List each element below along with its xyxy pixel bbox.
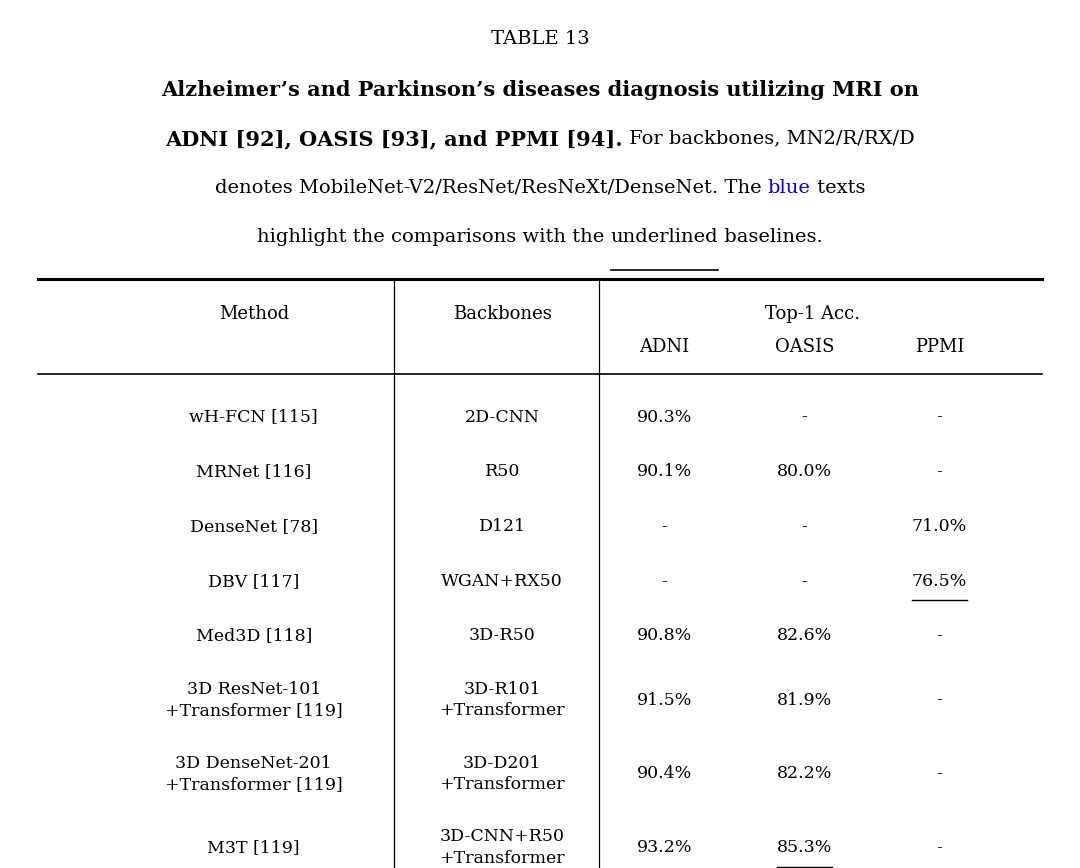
Text: For backbones, MN2/R/RX/D: For backbones, MN2/R/RX/D bbox=[623, 129, 915, 148]
Text: M3T [119]: M3T [119] bbox=[207, 839, 300, 856]
Text: MRNet [116]: MRNet [116] bbox=[197, 464, 311, 480]
Text: Backbones: Backbones bbox=[453, 305, 552, 323]
Text: -: - bbox=[661, 518, 667, 535]
Text: 80.0%: 80.0% bbox=[777, 464, 833, 480]
Text: -: - bbox=[936, 839, 943, 856]
Text: 90.1%: 90.1% bbox=[636, 464, 692, 480]
Text: 82.6%: 82.6% bbox=[777, 628, 833, 644]
Text: 71.0%: 71.0% bbox=[912, 518, 968, 535]
Text: 91.5%: 91.5% bbox=[636, 692, 692, 708]
Text: blue: blue bbox=[768, 179, 811, 197]
Text: 85.3%: 85.3% bbox=[777, 839, 833, 856]
Text: 81.9%: 81.9% bbox=[777, 692, 833, 708]
Text: 2D-CNN: 2D-CNN bbox=[464, 409, 540, 425]
Text: D121: D121 bbox=[478, 518, 526, 535]
Text: OASIS: OASIS bbox=[774, 338, 835, 356]
Text: -: - bbox=[936, 692, 943, 708]
Text: 90.3%: 90.3% bbox=[636, 409, 692, 425]
Text: -: - bbox=[936, 409, 943, 425]
Text: DBV [117]: DBV [117] bbox=[208, 573, 299, 589]
Text: R50: R50 bbox=[485, 464, 519, 480]
Text: wH-FCN [115]: wH-FCN [115] bbox=[189, 409, 319, 425]
Text: 90.8%: 90.8% bbox=[636, 628, 692, 644]
Text: 3D ResNet-101
+Transformer [119]: 3D ResNet-101 +Transformer [119] bbox=[165, 681, 342, 720]
Text: PPMI: PPMI bbox=[915, 338, 964, 356]
Text: TABLE 13: TABLE 13 bbox=[490, 30, 590, 49]
Text: baselines.: baselines. bbox=[718, 228, 823, 247]
Text: underlined: underlined bbox=[610, 228, 718, 247]
Text: 82.2%: 82.2% bbox=[777, 766, 833, 782]
Text: denotes MobileNet-V2/ResNet/ResNeXt/DenseNet. The: denotes MobileNet-V2/ResNet/ResNeXt/Dens… bbox=[215, 179, 768, 197]
Text: DenseNet [78]: DenseNet [78] bbox=[190, 518, 318, 535]
Text: 3D DenseNet-201
+Transformer [119]: 3D DenseNet-201 +Transformer [119] bbox=[165, 754, 342, 793]
Text: ADNI [92], OASIS [93], and PPMI [94].: ADNI [92], OASIS [93], and PPMI [94]. bbox=[165, 129, 623, 149]
Text: Top-1 Acc.: Top-1 Acc. bbox=[765, 305, 861, 323]
Text: 3D-R101
+Transformer: 3D-R101 +Transformer bbox=[440, 681, 565, 720]
Text: highlight the comparisons with the: highlight the comparisons with the bbox=[257, 228, 610, 247]
Text: 3D-R50: 3D-R50 bbox=[469, 628, 536, 644]
Text: 90.4%: 90.4% bbox=[636, 766, 692, 782]
Text: -: - bbox=[936, 766, 943, 782]
Text: 3D-D201
+Transformer: 3D-D201 +Transformer bbox=[440, 754, 565, 793]
Text: Method: Method bbox=[218, 305, 289, 323]
Text: -: - bbox=[801, 573, 808, 589]
Text: texts: texts bbox=[811, 179, 865, 197]
Text: -: - bbox=[936, 628, 943, 644]
Text: -: - bbox=[936, 464, 943, 480]
Text: -: - bbox=[801, 409, 808, 425]
Text: -: - bbox=[801, 518, 808, 535]
Text: Med3D [118]: Med3D [118] bbox=[195, 628, 312, 644]
Text: 93.2%: 93.2% bbox=[636, 839, 692, 856]
Text: Alzheimer’s and Parkinson’s diseases diagnosis utilizing MRI on: Alzheimer’s and Parkinson’s diseases dia… bbox=[161, 80, 919, 100]
Text: 76.5%: 76.5% bbox=[912, 573, 968, 589]
Text: -: - bbox=[661, 573, 667, 589]
Text: ADNI: ADNI bbox=[639, 338, 689, 356]
Text: 3D-CNN+R50
+Transformer: 3D-CNN+R50 +Transformer bbox=[440, 828, 565, 867]
Text: WGAN+RX50: WGAN+RX50 bbox=[442, 573, 563, 589]
